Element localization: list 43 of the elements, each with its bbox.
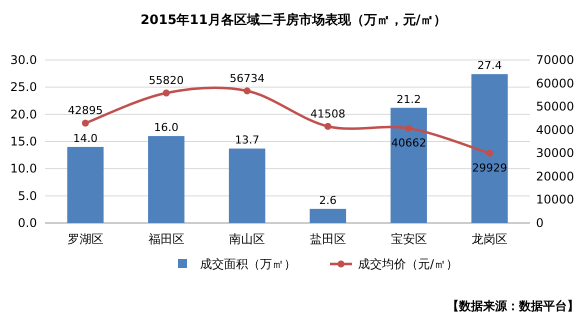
y2-tick-label: 10000 [536, 192, 574, 207]
point [324, 122, 332, 130]
legend-label: 成交面积（万㎡） [200, 257, 296, 271]
x-tick-label: 福田区 [148, 232, 184, 246]
data-label: 29929 [472, 161, 508, 174]
data-label: 2.6 [319, 194, 337, 207]
y-tick-label: 30.0 [10, 53, 37, 67]
y2-tick-label: 0 [536, 216, 544, 230]
y2-tick-label: 20000 [536, 169, 574, 184]
y2-tick-label: 30000 [536, 146, 574, 160]
y-tick-label: 20.0 [10, 107, 37, 122]
x-tick-label: 龙岗区 [472, 232, 508, 246]
x-tick-label: 盐田区 [310, 232, 346, 246]
chart-title: 2015年11月各区域二手房市场表现（万㎡，元/㎡） [140, 12, 447, 28]
data-label: 27.4 [477, 59, 502, 72]
point [162, 90, 170, 97]
data-label: 41508 [310, 107, 346, 120]
y2-tick-label: 70000 [536, 53, 574, 67]
point [486, 150, 494, 157]
data-label: 16.0 [154, 121, 178, 134]
data-label: 55820 [148, 74, 184, 88]
y2-tick-label: 50000 [536, 100, 574, 114]
data-label: 56734 [230, 72, 265, 85]
y-tick-label: 25.0 [10, 80, 37, 94]
point [405, 124, 412, 132]
y2-tick-label: 40000 [536, 122, 574, 137]
legend-label: 成交均价（元/㎡） [358, 257, 458, 271]
x-tick-label: 南山区 [229, 232, 266, 246]
y-tick-label: 0.0 [18, 216, 37, 230]
data-label: 13.7 [234, 134, 260, 147]
y-tick-label: 15.0 [10, 134, 37, 148]
y-tick-label: 10.0 [10, 162, 37, 176]
point [82, 120, 89, 127]
y2-tick-label: 60000 [536, 76, 574, 90]
x-tick-label: 宝安区 [390, 232, 427, 246]
point [244, 87, 251, 94]
data-label: 14.0 [73, 132, 98, 145]
data-label: 21.2 [396, 92, 421, 106]
data-label: 42895 [68, 104, 103, 118]
x-tick-label: 罗湖区 [67, 232, 104, 246]
text: 【数据来源：数据平台】 [447, 299, 579, 313]
data-label: 40662 [391, 136, 426, 150]
y-tick-label: 5.0 [18, 188, 37, 203]
